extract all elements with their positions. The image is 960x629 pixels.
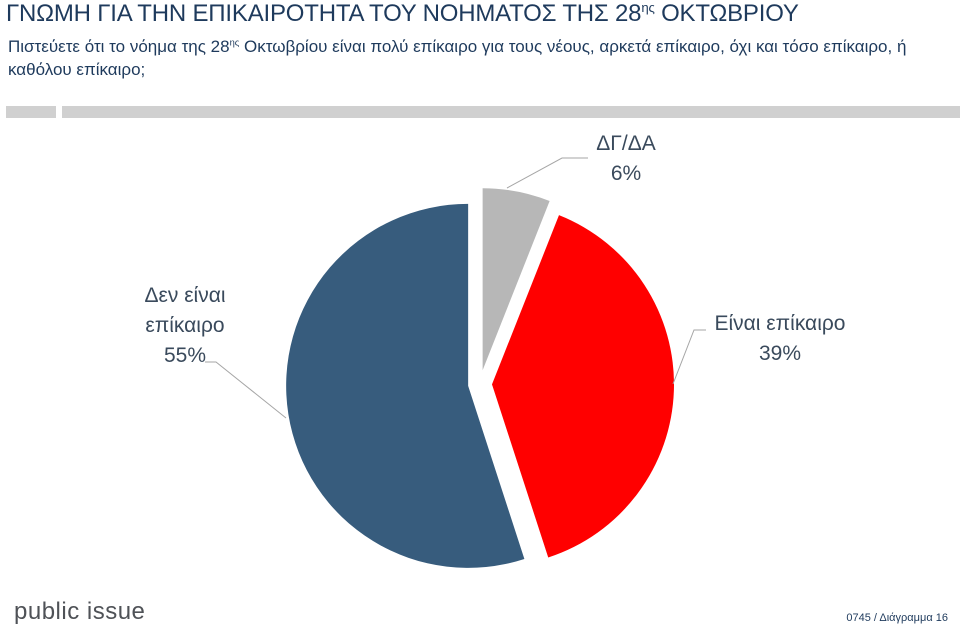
page-title: ΓΝΩΜΗ ΓΙΑ ΤΗΝ ΕΠΙΚΑΙΡΟΤΗΤΑ ΤΟΥ ΝΟΗΜΑΤΟΣ … <box>6 0 799 28</box>
slice-value-label: 39% <box>759 342 801 365</box>
slice-name-label: ΔΓ/ΔΑ <box>596 132 655 155</box>
divider-right <box>62 106 960 118</box>
pie-slice-1 <box>491 215 674 558</box>
slice-labels: ΔΓ/ΔΑ 6% Είναι επίκαιρο 39% Δεν είναι επίκαιρ… <box>144 132 845 367</box>
subtitle-end: Οκτωβρίου είναι πολύ επίκαιρο για τους ν… <box>8 37 907 79</box>
leader-line-0 <box>506 157 588 189</box>
slice-name-label: επίκαιρο <box>145 314 224 337</box>
slice-label-1: Είναι επίκαιρο 39% <box>714 312 845 365</box>
slice-name-label: Δεν είναι <box>144 284 225 307</box>
pie-slice-0 <box>482 188 550 371</box>
leader-lines <box>205 157 706 419</box>
page-subtitle: Πιστεύετε ότι το νόημα της 28ης Οκτωβρίο… <box>8 35 938 81</box>
pie-slices <box>286 188 674 568</box>
pie-slice-2 <box>286 203 525 568</box>
subtitle-superscript: ης <box>229 37 240 48</box>
slice-value-label: 6% <box>611 162 641 185</box>
leader-line-1 <box>672 329 706 385</box>
divider-left <box>6 106 56 118</box>
slice-label-2: Δεν είναι επίκαιρο 55% <box>144 284 225 367</box>
brand-logo: public issue <box>14 598 146 625</box>
slice-name-label: Είναι επίκαιρο <box>714 312 845 335</box>
slice-label-0: ΔΓ/ΔΑ 6% <box>596 132 655 185</box>
slice-value-label: 55% <box>164 344 206 367</box>
title-main: ΓΝΩΜΗ ΓΙΑ ΤΗΝ ΕΠΙΚΑΙΡΟΤΗΤΑ ΤΟΥ ΝΟΗΜΑΤΟΣ … <box>6 0 642 27</box>
title-superscript: ης <box>641 0 655 15</box>
subtitle-start: Πιστεύετε ότι το νόημα της 28 <box>8 37 230 56</box>
leader-line-2 <box>205 361 287 419</box>
title-end: ΟΚΤΩΒΡΙΟΥ <box>654 0 799 27</box>
footer-reference: 0745 / Διάγραμμα 16 <box>846 612 948 624</box>
